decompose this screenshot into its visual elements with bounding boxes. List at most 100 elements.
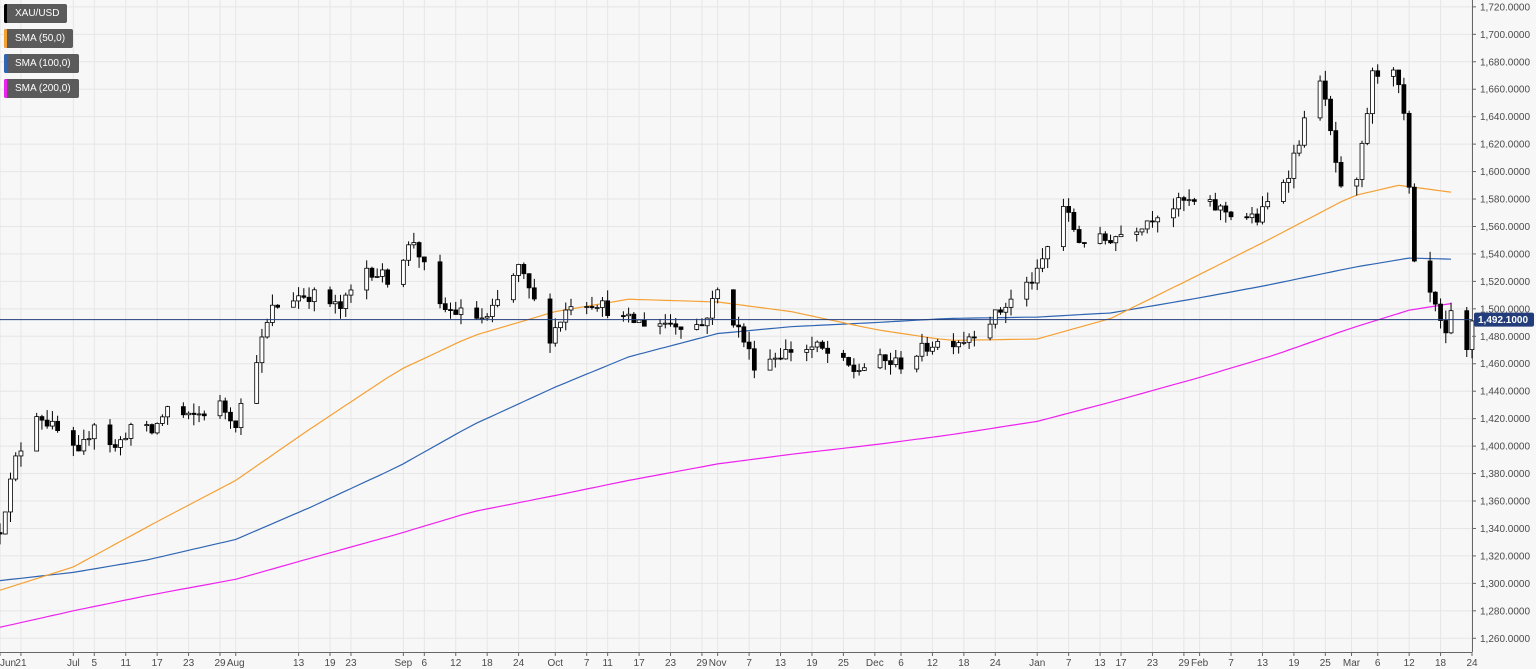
x-tick-label: Jul	[67, 658, 80, 669]
candle-up	[1045, 246, 1051, 260]
candle-down	[841, 352, 846, 358]
candle-up	[1291, 152, 1297, 179]
candle-down	[385, 269, 391, 285]
candle-down	[1108, 240, 1113, 244]
candle-up	[1364, 113, 1370, 144]
candle-up	[343, 294, 349, 309]
legend-label: SMA (50,0)	[15, 33, 66, 44]
candle-up	[186, 412, 191, 416]
x-tick-label: Dec	[866, 658, 884, 669]
candle-up	[495, 299, 501, 306]
candle-up	[919, 342, 925, 357]
candle-up	[154, 423, 160, 434]
y-tick-label: 1,260.0000	[1480, 634, 1530, 645]
candle-up	[563, 309, 569, 323]
candle-up	[1296, 144, 1302, 154]
candle-up	[856, 369, 862, 372]
candle-up	[558, 321, 563, 329]
candle-down	[1427, 260, 1433, 293]
candle-down	[621, 315, 626, 317]
candle-down	[39, 416, 45, 421]
y-tick-label: 1,600.0000	[1480, 167, 1530, 178]
candle-up	[552, 327, 558, 344]
candle-down	[1412, 186, 1417, 262]
candle-down	[521, 264, 527, 275]
candle-down	[44, 419, 50, 427]
candle-down	[1081, 242, 1087, 244]
x-tick-label: 17	[1115, 658, 1127, 669]
candle-up	[264, 322, 270, 338]
y-tick-label: 1,400.0000	[1480, 442, 1530, 453]
candle-up	[165, 406, 170, 418]
x-tick-label: 17	[634, 658, 646, 669]
legend-item-sma100[interactable]: SMA (100,0)	[4, 54, 79, 73]
candle-down	[301, 295, 307, 298]
candle-down	[1328, 98, 1333, 132]
candle-down	[1191, 199, 1197, 202]
x-tick-label: 18	[1435, 658, 1447, 669]
x-tick-label: 29	[1178, 658, 1190, 669]
candle-up	[600, 300, 605, 308]
x-tick-label: 6	[1375, 658, 1381, 669]
candle-up	[296, 295, 301, 302]
candle-down	[1443, 320, 1449, 334]
candle-down	[233, 420, 239, 429]
candle-up	[877, 354, 883, 369]
candle-down	[275, 304, 281, 308]
candle-down	[55, 420, 60, 432]
x-tick-label: 23	[345, 658, 357, 669]
y-tick-label: 1,320.0000	[1480, 551, 1530, 562]
y-tick-label: 1,720.0000	[1480, 2, 1530, 13]
y-tick-label: 1,620.0000	[1480, 140, 1530, 151]
candle-up	[626, 313, 631, 317]
legend-swatch	[4, 79, 7, 98]
candle-down	[731, 289, 736, 326]
x-tick-label: 12	[1404, 658, 1416, 669]
candle-up	[81, 438, 87, 452]
legend-item-sma200[interactable]: SMA (200,0)	[4, 79, 79, 98]
candle-down	[180, 406, 186, 416]
candle-up	[914, 355, 920, 370]
x-tick-label: 6	[898, 658, 904, 669]
candle-down	[70, 430, 76, 446]
x-tick-label: 19	[324, 658, 336, 669]
candle-down	[1333, 130, 1339, 163]
x-tick-label: 13	[293, 658, 305, 669]
candle-up	[1370, 70, 1375, 115]
candle-up	[1118, 234, 1124, 238]
y-tick-label: 1,540.0000	[1480, 249, 1530, 260]
legend-label: SMA (100,0)	[15, 58, 71, 69]
candle-up	[1024, 281, 1030, 300]
x-tick-label: 6	[422, 658, 428, 669]
candle-up	[13, 455, 19, 480]
x-tick-label: Jun	[0, 658, 16, 669]
x-tick-label: 18	[482, 658, 494, 669]
candle-up	[196, 413, 202, 416]
candle-up	[1317, 80, 1323, 119]
x-tick-label: 25	[1320, 658, 1332, 669]
candle-down	[1029, 281, 1035, 284]
candle-up	[1008, 298, 1014, 308]
candle-down	[951, 341, 956, 348]
legend-item-sma50[interactable]: SMA (50,0)	[4, 29, 74, 48]
candle-down	[1396, 69, 1402, 86]
candle-up	[160, 416, 165, 424]
candle-up	[458, 307, 464, 315]
candle-up	[1176, 197, 1182, 210]
candle-down	[1066, 206, 1072, 213]
legend-item-xauusd[interactable]: XAU/USD	[4, 4, 68, 23]
candle-up	[2, 511, 8, 535]
candle-down	[1150, 220, 1155, 223]
candle-up	[490, 304, 495, 317]
candle-up	[1286, 177, 1292, 183]
candle-down	[474, 307, 480, 319]
candle-down	[882, 354, 888, 362]
x-tick-label: 24	[1466, 658, 1478, 669]
x-tick-label: 13	[1257, 658, 1269, 669]
candle-up	[930, 346, 935, 352]
x-tick-label: 29	[696, 658, 708, 669]
candle-down	[327, 289, 333, 305]
x-tick-label: 11	[121, 658, 132, 669]
candle-up	[484, 316, 490, 319]
